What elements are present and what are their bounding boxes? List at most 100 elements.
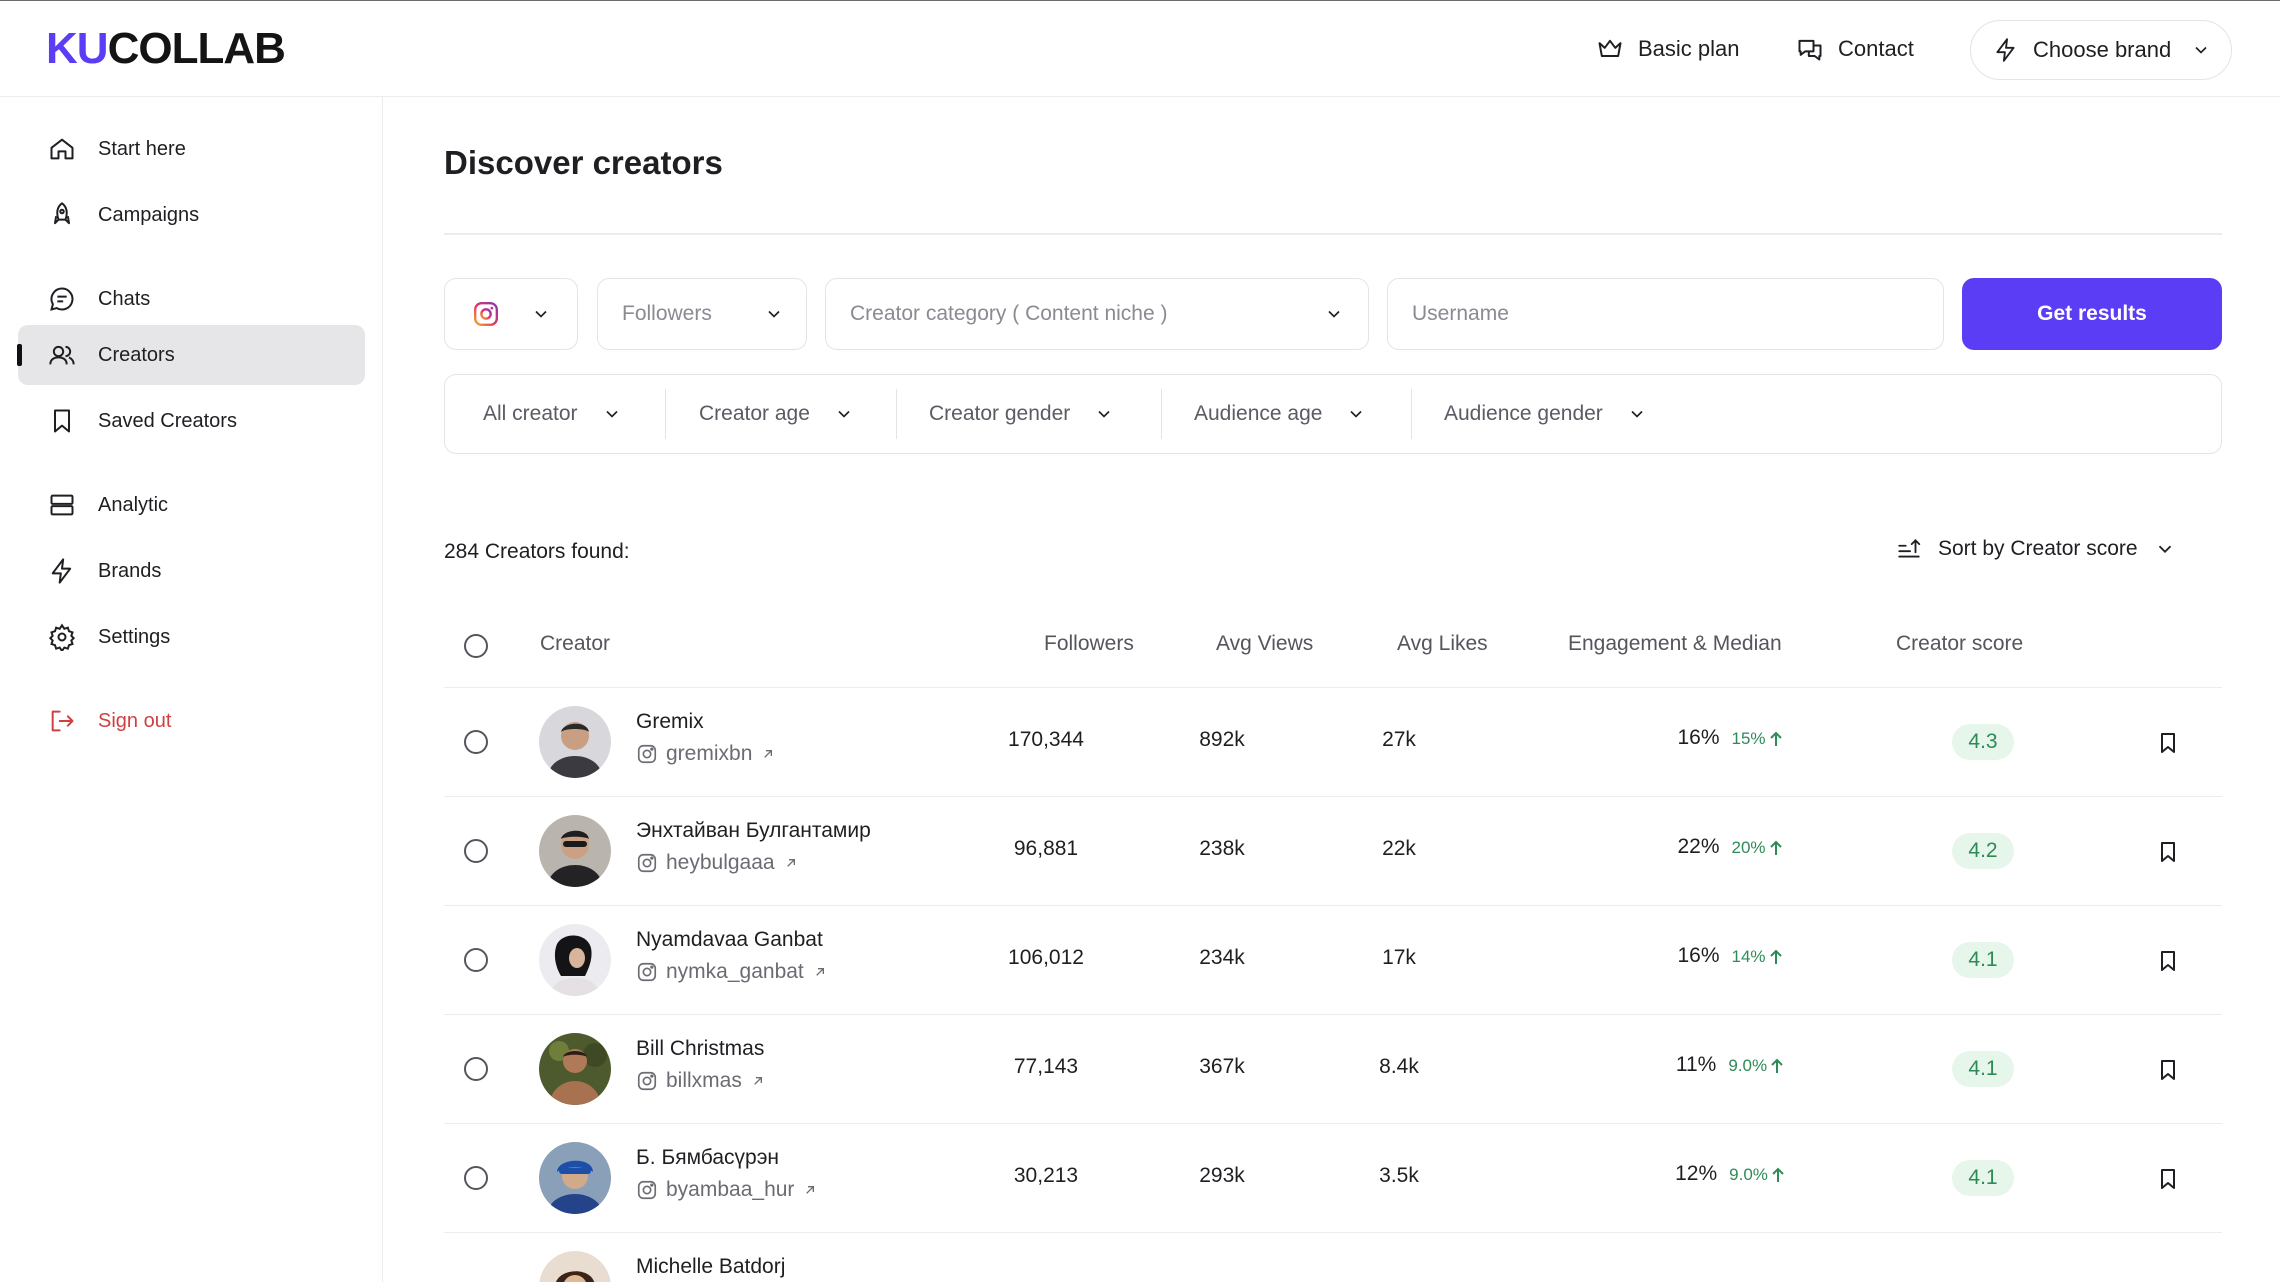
avg-likes-value: 22k [1382, 837, 1416, 860]
creator-score-badge: 4.3 [1952, 724, 2014, 760]
sidebar-item-chats[interactable]: Chats [18, 269, 365, 329]
select-all-checkbox[interactable] [464, 634, 488, 658]
table-row[interactable]: Б. Бямбасүрэн byambaa_hur 30,213 293k 3.… [444, 1124, 2222, 1233]
filter-creator-gender[interactable]: Creator gender [929, 375, 1114, 453]
bookmark-icon[interactable] [2156, 1166, 2180, 1192]
sort-icon [1896, 536, 1922, 562]
row-checkbox[interactable] [464, 1166, 488, 1190]
chat-bubbles-icon [1796, 35, 1824, 63]
users-icon [48, 341, 76, 369]
external-link-icon [783, 855, 799, 871]
engagement-cell: 22% 20% [1580, 835, 1880, 859]
choose-brand-dropdown[interactable]: Choose brand [1970, 20, 2232, 80]
creator-name[interactable]: Bill Christmas [636, 1037, 765, 1060]
bookmark-icon[interactable] [2156, 948, 2180, 974]
row-checkbox[interactable] [464, 948, 488, 972]
sidebar-item-campaigns[interactable]: Campaigns [18, 185, 365, 245]
table-row[interactable]: Gremix gremixbn 170,344 892k 27k 16% 15%… [444, 688, 2222, 797]
avg-views-value: 234k [1199, 946, 1245, 969]
chevron-down-icon [1346, 404, 1366, 424]
arrow-up-icon [1772, 1167, 1784, 1182]
creator-name[interactable]: Gremix [636, 710, 704, 733]
row-checkbox[interactable] [464, 1057, 488, 1081]
chevron-down-icon [602, 404, 622, 424]
sidebar-item-settings[interactable]: Settings [18, 607, 365, 667]
column-header-engagement[interactable]: Engagement & Median [1568, 632, 1782, 655]
instagram-icon [636, 743, 658, 765]
creator-name[interactable]: Б. Бямбасүрэн [636, 1146, 780, 1169]
creator-score-badge: 4.1 [1952, 1051, 2014, 1087]
row-checkbox[interactable] [464, 730, 488, 754]
chevron-down-icon [834, 404, 854, 424]
filter-all-creator[interactable]: All creator [483, 375, 622, 453]
engagement-cell: 16% 15% [1580, 726, 1880, 750]
bookmark-icon[interactable] [2156, 839, 2180, 865]
filter-divider [1411, 389, 1412, 439]
followers-select[interactable]: Followers [597, 278, 807, 350]
followers-value: 77,143 [1013, 1055, 1079, 1078]
kucollab-logo[interactable]: KU COLLAB [46, 24, 286, 73]
creator-category-select[interactable]: Creator category ( Content niche ) [825, 278, 1369, 350]
filter-divider [1161, 389, 1162, 439]
sort-dropdown[interactable]: Sort by Creator score [1896, 536, 2176, 562]
engagement-cell: 11% 9.0% [1580, 1053, 1880, 1077]
sidebar-item-saved-creators[interactable]: Saved Creators [18, 391, 365, 451]
chevron-down-icon [1324, 304, 1344, 324]
bookmark-icon[interactable] [2156, 730, 2180, 756]
chevron-down-icon [764, 304, 784, 324]
creator-name[interactable]: Michelle Batdorj [636, 1255, 786, 1278]
sidebar-item-start-here[interactable]: Start here [18, 119, 365, 179]
median-value: 14% [1732, 947, 1783, 967]
creator-handle-link[interactable]: byambaa_hur [636, 1178, 818, 1202]
creator-handle-link[interactable]: nymka_ganbat [636, 960, 828, 984]
creator-handle-link[interactable]: gremixbn [636, 742, 776, 766]
avg-views-value: 892k [1199, 728, 1245, 751]
filter-divider [665, 389, 666, 439]
contact-button[interactable]: Contact [1796, 29, 1914, 69]
table-row[interactable]: Энхтайван Булгантамир heybulgaaa 96,881 … [444, 797, 2222, 906]
creator-handle-link[interactable]: heybulgaaa [636, 851, 799, 875]
home-icon [48, 135, 76, 163]
column-header-creator[interactable]: Creator [540, 632, 611, 655]
avg-views-value: 238k [1199, 837, 1245, 860]
external-link-icon [750, 1073, 766, 1089]
platform-select[interactable] [444, 278, 578, 350]
avatar [539, 1033, 611, 1105]
arrow-up-icon [1769, 949, 1782, 964]
creator-name[interactable]: Nyamdavaa Ganbat [636, 928, 823, 951]
row-checkbox[interactable] [464, 839, 488, 863]
chevron-down-icon [2191, 40, 2211, 60]
filter-creator-age[interactable]: Creator age [699, 375, 854, 453]
sidebar-item-creators[interactable]: Creators [17, 325, 365, 385]
engagement-cell: 12% 9.0% [1580, 1162, 1880, 1186]
column-header-avg-views[interactable]: Avg Views [1216, 632, 1314, 655]
table-header-divider [444, 687, 2222, 688]
chevron-down-icon [1627, 404, 1647, 424]
median-value: 9.0% [1728, 1056, 1784, 1076]
creator-handle-link[interactable]: billxmas [636, 1069, 766, 1093]
avg-likes-value: 17k [1382, 946, 1416, 969]
column-header-avg-likes[interactable]: Avg Likes [1397, 632, 1488, 655]
creator-name[interactable]: Энхтайван Булгантамир [636, 819, 871, 842]
engagement-value: 12% [1675, 1162, 1718, 1185]
top-header: KU COLLAB Basic plan Contact Choose brand [0, 1, 2280, 97]
avatar [539, 924, 611, 996]
get-results-button[interactable]: Get results [1962, 278, 2222, 350]
sign-out-icon [48, 707, 76, 735]
sidebar-item-sign-out[interactable]: Sign out [18, 691, 365, 751]
table-row[interactable]: Michelle Batdorj [444, 1233, 2222, 1282]
column-header-followers[interactable]: Followers [1044, 632, 1134, 655]
table-row[interactable]: Bill Christmas billxmas 77,143 367k 8.4k… [444, 1015, 2222, 1124]
column-header-creator-score[interactable]: Creator score [1896, 632, 2024, 655]
sidebar-item-brands[interactable]: Brands [18, 541, 365, 601]
basic-plan-button[interactable]: Basic plan [1596, 29, 1740, 69]
gear-icon [48, 623, 76, 651]
page-title: Discover creators [444, 144, 723, 181]
filter-audience-gender[interactable]: Audience gender [1444, 375, 1647, 453]
filter-audience-age[interactable]: Audience age [1194, 375, 1366, 453]
avatar [539, 1251, 611, 1282]
sidebar-item-analytic[interactable]: Analytic [18, 475, 365, 535]
table-row[interactable]: Nyamdavaa Ganbat nymka_ganbat 106,012 23… [444, 906, 2222, 1015]
username-input[interactable]: Username [1387, 278, 1944, 350]
bookmark-icon[interactable] [2156, 1057, 2180, 1083]
